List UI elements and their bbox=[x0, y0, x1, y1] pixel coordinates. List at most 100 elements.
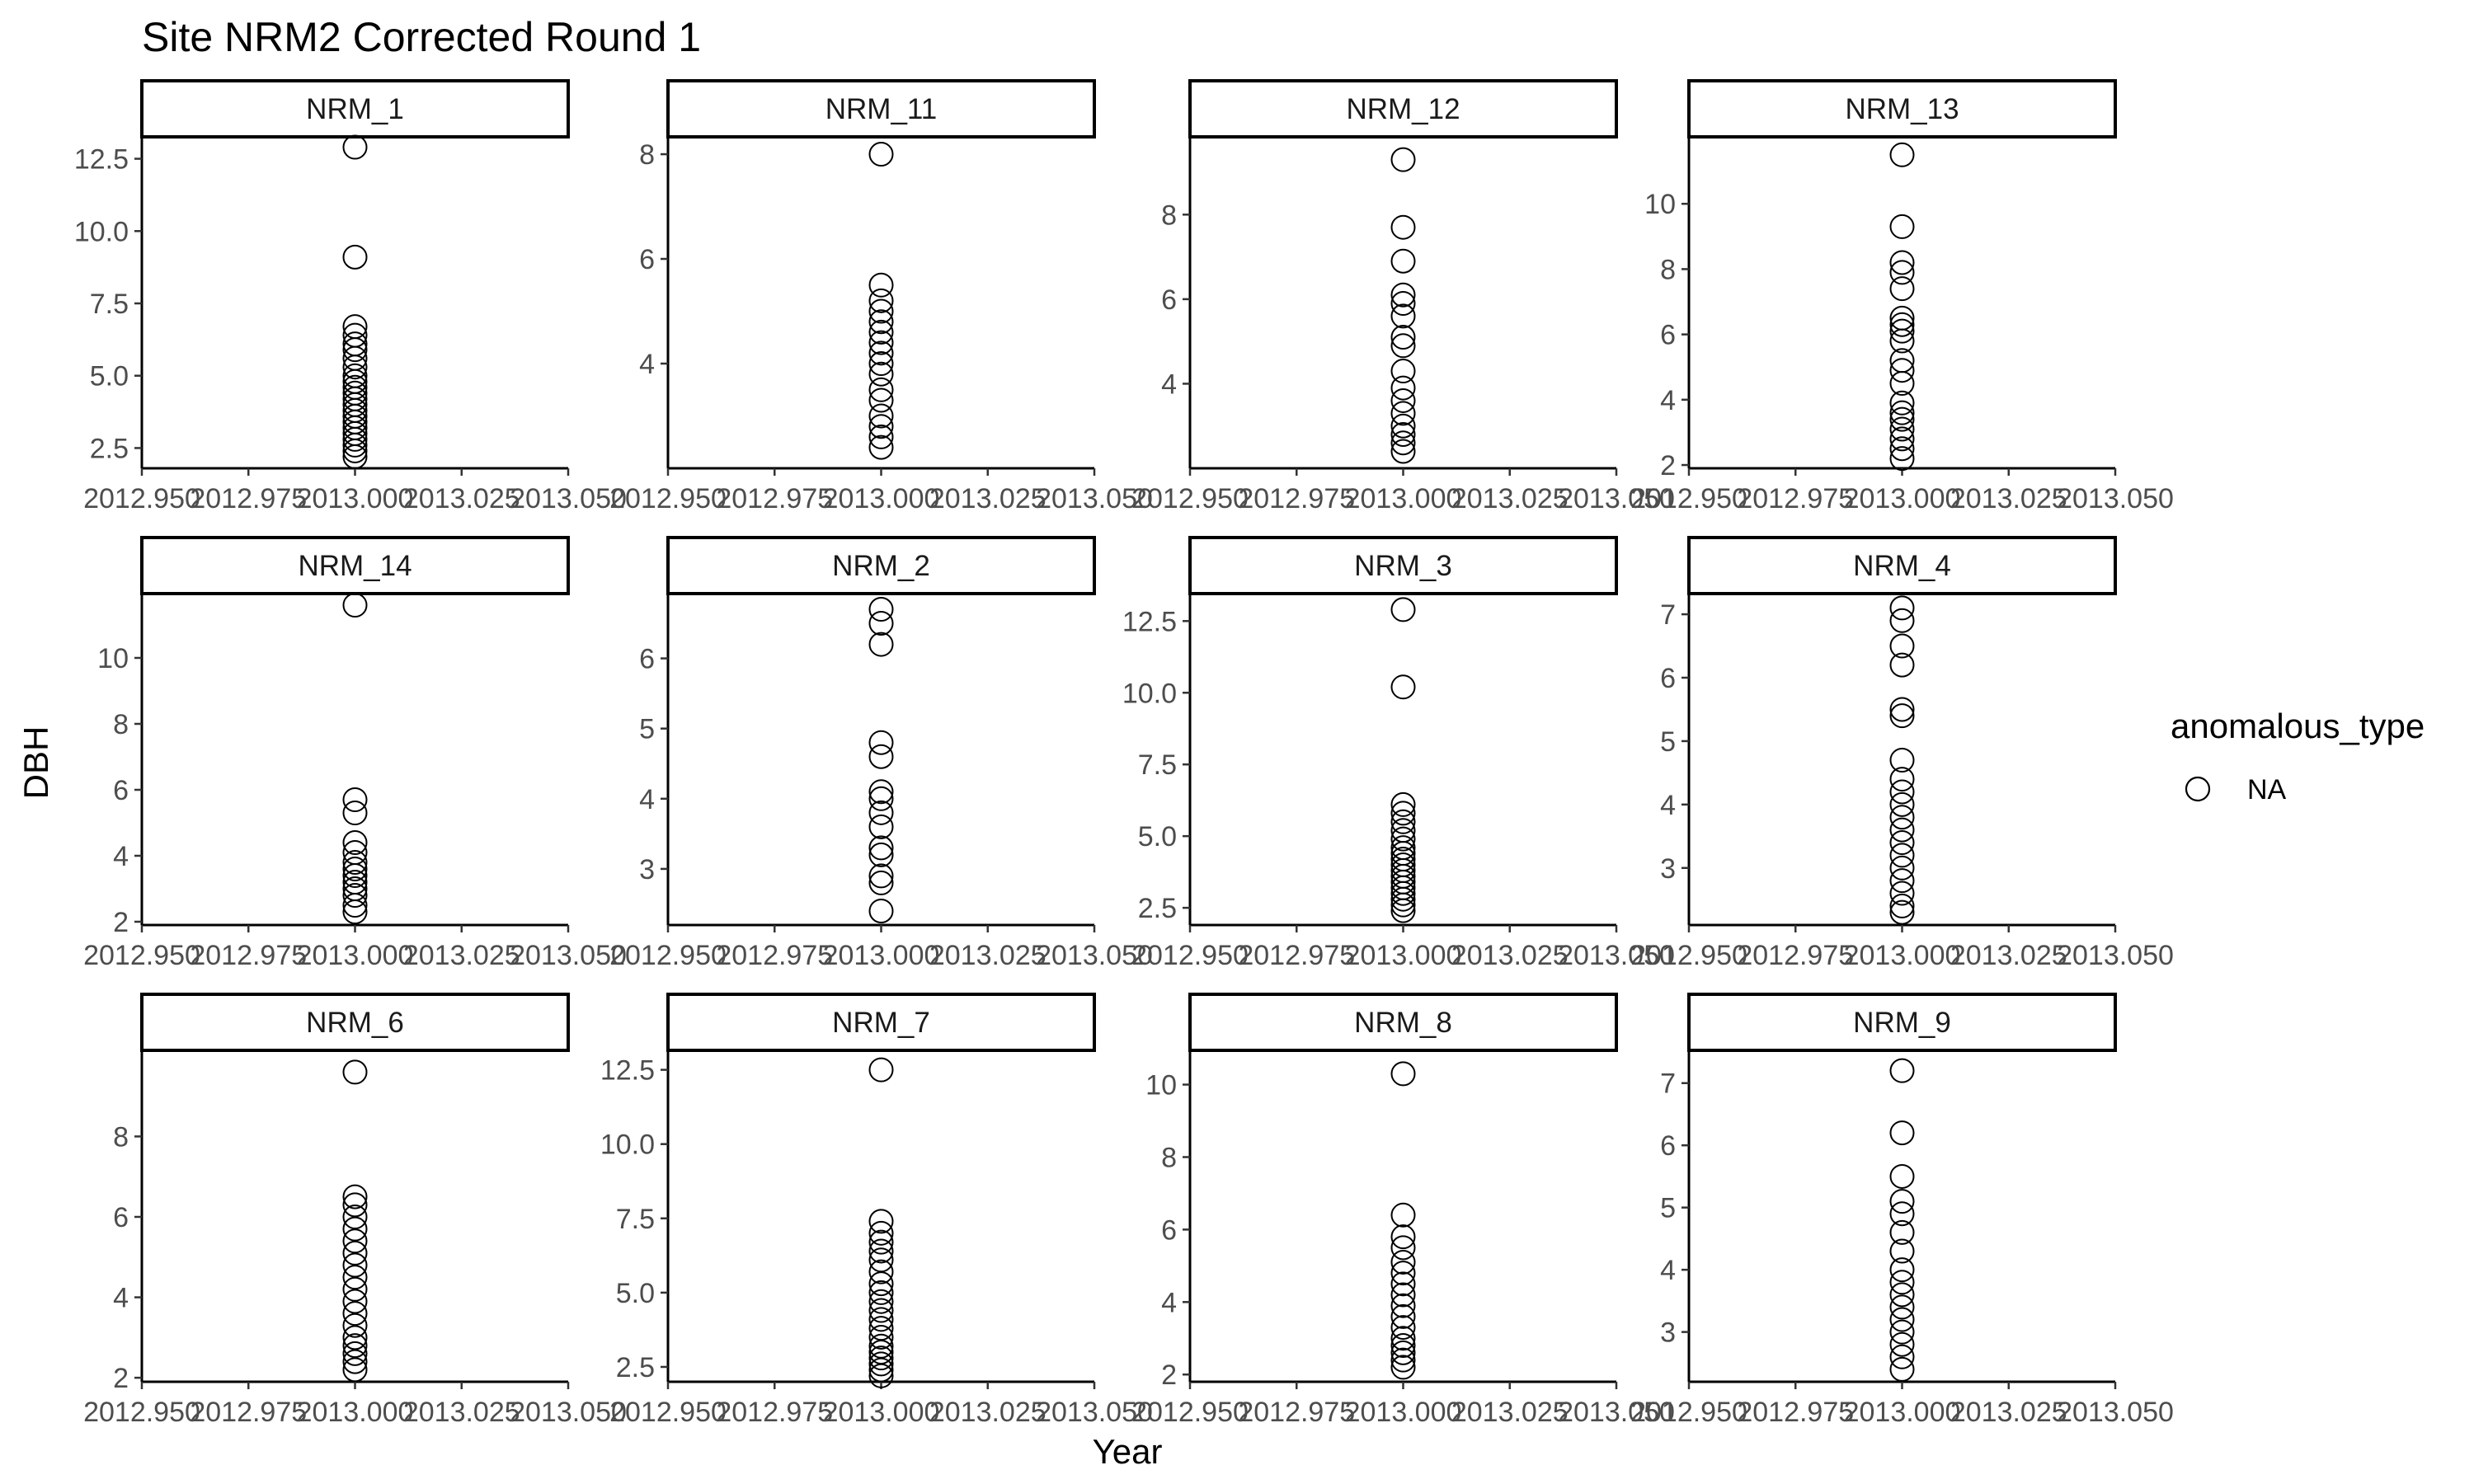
x-tick-label: 2013.025 bbox=[929, 483, 1047, 514]
y-tick-label: 8 bbox=[639, 139, 655, 171]
data-point bbox=[1889, 1163, 1915, 1189]
data-point bbox=[1390, 291, 1416, 316]
x-tick-label: 2013.000 bbox=[823, 940, 940, 971]
data-point bbox=[1390, 1326, 1416, 1351]
data-point bbox=[868, 361, 894, 387]
facet-strip bbox=[1687, 79, 2117, 139]
data-point bbox=[1889, 276, 1915, 302]
data-point bbox=[1889, 436, 1915, 462]
x-tick-label: 2013.050 bbox=[1036, 940, 1153, 971]
y-tick-label: 8 bbox=[113, 1121, 129, 1153]
data-point bbox=[868, 1057, 894, 1082]
data-point bbox=[342, 244, 368, 270]
y-tick-label: 2.5 bbox=[1138, 893, 1177, 924]
facet-strip bbox=[140, 79, 570, 139]
x-tick-label: 2013.025 bbox=[403, 940, 520, 971]
x-tick-label: 2013.025 bbox=[403, 1397, 520, 1428]
data-point bbox=[868, 377, 894, 402]
data-point bbox=[1390, 1282, 1416, 1308]
data-point bbox=[868, 272, 894, 298]
data-point bbox=[342, 1301, 368, 1327]
data-point bbox=[1889, 1331, 1915, 1357]
data-point bbox=[868, 319, 894, 345]
data-point bbox=[1889, 1189, 1915, 1214]
y-tick-label: 5.0 bbox=[1138, 821, 1177, 852]
data-point bbox=[1390, 1224, 1416, 1250]
data-point bbox=[1889, 1219, 1915, 1245]
data-point bbox=[342, 893, 368, 918]
data-point bbox=[868, 730, 894, 755]
y-tick-label: 10 bbox=[1644, 189, 1676, 220]
data-point bbox=[1889, 416, 1915, 442]
data-point bbox=[1889, 893, 1915, 918]
data-point bbox=[1889, 767, 1915, 792]
data-point bbox=[342, 1059, 368, 1085]
data-point bbox=[1390, 898, 1416, 923]
y-tick-label: 3 bbox=[1660, 1317, 1676, 1349]
x-tick-label: 2012.950 bbox=[83, 483, 200, 514]
x-tick-label: 2012.975 bbox=[716, 483, 833, 514]
data-point bbox=[1889, 1120, 1915, 1146]
x-axis-title: Year bbox=[1093, 1432, 1163, 1471]
data-point bbox=[342, 1240, 368, 1266]
data-point bbox=[1390, 1202, 1416, 1228]
x-tick-label: 2012.950 bbox=[1630, 1397, 1747, 1428]
data-point bbox=[342, 1216, 368, 1242]
data-point bbox=[868, 288, 894, 313]
data-point bbox=[1390, 826, 1416, 852]
data-point bbox=[1390, 214, 1416, 240]
data-point bbox=[868, 414, 894, 439]
data-point bbox=[1889, 1201, 1915, 1227]
data-point bbox=[342, 1265, 368, 1290]
x-tick-label: 2012.950 bbox=[1131, 483, 1249, 514]
data-point bbox=[868, 863, 894, 889]
x-tick-label: 2012.975 bbox=[1737, 940, 1854, 971]
data-point bbox=[868, 1229, 894, 1255]
data-point bbox=[868, 424, 894, 449]
y-tick-label: 3 bbox=[1660, 853, 1676, 885]
y-tick-label: 7.5 bbox=[616, 1204, 655, 1235]
data-point bbox=[1889, 633, 1915, 659]
data-point bbox=[1390, 333, 1416, 359]
data-point bbox=[1390, 1235, 1416, 1261]
x-tick-label: 2013.000 bbox=[823, 1397, 940, 1428]
y-tick-label: 6 bbox=[639, 244, 655, 275]
x-tick-label: 2013.025 bbox=[929, 1397, 1047, 1428]
y-tick-label: 2 bbox=[1660, 450, 1676, 481]
facet-strip-label: NRM_2 bbox=[832, 550, 930, 582]
facet-strip-label: NRM_6 bbox=[306, 1007, 404, 1039]
x-tick-label: 2013.050 bbox=[2057, 940, 2174, 971]
data-point bbox=[868, 330, 894, 355]
y-tick-label: 6 bbox=[1660, 320, 1676, 351]
y-tick-label: 10 bbox=[97, 643, 129, 674]
data-point bbox=[1889, 1270, 1915, 1295]
data-point bbox=[1889, 748, 1915, 773]
y-tick-label: 8 bbox=[1161, 1142, 1177, 1173]
x-tick-label: 2012.950 bbox=[609, 940, 727, 971]
x-tick-label: 2013.025 bbox=[1950, 940, 2067, 971]
data-point bbox=[1889, 400, 1915, 425]
data-point bbox=[342, 1184, 368, 1209]
x-tick-label: 2013.025 bbox=[1950, 483, 2067, 514]
x-tick-label: 2013.050 bbox=[2057, 483, 2174, 514]
x-tick-label: 2013.025 bbox=[929, 940, 1047, 971]
data-point bbox=[342, 830, 368, 855]
data-point bbox=[342, 863, 368, 888]
data-point bbox=[342, 1341, 368, 1366]
x-tick-label: 2012.950 bbox=[1131, 1397, 1249, 1428]
data-point bbox=[1889, 214, 1915, 239]
facet-strip bbox=[1687, 993, 2117, 1052]
chart-title: Site NRM2 Corrected Round 1 bbox=[142, 14, 701, 60]
data-point bbox=[868, 387, 894, 413]
data-point bbox=[1889, 1344, 1915, 1369]
data-point bbox=[1889, 358, 1915, 383]
data-point bbox=[1889, 1307, 1915, 1332]
data-point bbox=[868, 779, 894, 805]
facet-panel-nrm-2: NRM_2 3 4 5 6 2012.9502012.9752013.0002013.02… bbox=[609, 536, 1153, 971]
data-point bbox=[868, 1324, 894, 1350]
data-point bbox=[1390, 1355, 1416, 1380]
data-point bbox=[1889, 697, 1915, 722]
facet-strip bbox=[140, 536, 570, 595]
x-tick-label: 2012.975 bbox=[716, 1397, 833, 1428]
y-tick-label: 8 bbox=[113, 709, 129, 740]
